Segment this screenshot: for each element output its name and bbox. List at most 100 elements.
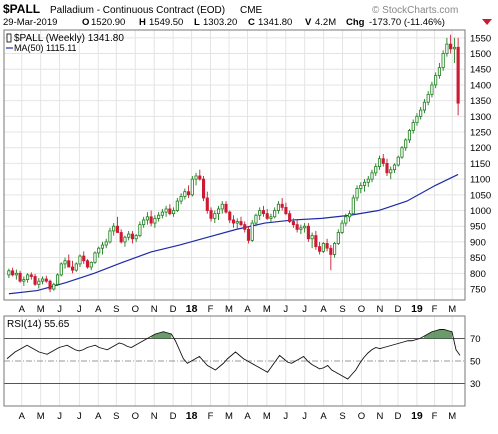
rsi-month-label: O: [358, 411, 365, 422]
rsi-month-label: M: [263, 411, 271, 422]
main-month-label: J: [77, 304, 82, 315]
price-tick-label: 750: [470, 285, 486, 296]
candle-layer: [7, 34, 460, 293]
candle-body: [377, 158, 382, 167]
candle-body: [112, 225, 116, 232]
candle-body: [318, 246, 322, 252]
candle-body: [201, 178, 206, 199]
candle-body: [134, 235, 138, 240]
symbol-title: $PALL: [3, 2, 40, 16]
candle-body: [100, 244, 105, 249]
candle-body: [149, 216, 153, 224]
volume-value: 4.2M: [315, 17, 336, 28]
price-tick-label: 1000: [470, 206, 491, 217]
candle-body: [381, 158, 385, 164]
candle-body: [422, 101, 426, 111]
candle-body: [261, 210, 266, 215]
candle-body: [276, 203, 280, 211]
candle-body: [370, 172, 374, 180]
price-legend: $PALL (Weekly) 1341.80 MA(50) 1115.11: [6, 33, 124, 53]
legend-price: $PALL (Weekly) 1341.80: [14, 33, 124, 44]
high-label: H: [139, 17, 146, 28]
candle-body: [291, 221, 295, 226]
price-tick-label: 1500: [470, 49, 491, 60]
candle-body: [97, 247, 101, 254]
main-month-label: J: [57, 304, 62, 315]
price-tick-label: 1100: [470, 175, 490, 186]
candle-body: [104, 241, 108, 246]
close-value: 1341.80: [258, 17, 292, 28]
candle-body: [306, 225, 310, 240]
high-value: 1549.50: [149, 17, 183, 28]
exchange-label: CME: [240, 5, 263, 16]
main-month-label: O: [132, 304, 139, 315]
price-tick-label: 800: [470, 269, 486, 280]
ma50-line: [8, 173, 459, 295]
close-label: C: [248, 17, 255, 28]
main-month-label: M: [263, 304, 271, 315]
candle-body: [22, 279, 26, 282]
candle-body: [14, 272, 18, 276]
candle-body: [347, 213, 352, 218]
rsi-month-label: J: [302, 411, 307, 422]
candle-body: [108, 230, 112, 243]
candle-body: [254, 214, 258, 224]
candle-body: [310, 235, 314, 240]
candle-body: [205, 197, 209, 211]
open-value: 1520.90: [91, 17, 125, 28]
candle-body: [231, 219, 236, 224]
candle-body: [269, 216, 273, 219]
x-axis-rsi: A M J J A S O N D 18 F M A M J J A S O N D 19 F M: [19, 410, 457, 422]
main-month-label: F: [432, 304, 438, 315]
candle-body: [82, 255, 86, 262]
candle-body: [190, 178, 194, 196]
candle-body: [411, 122, 415, 131]
candle-body: [127, 233, 131, 238]
candle-body: [359, 185, 363, 189]
price-tick-label: 1150: [470, 159, 490, 170]
candle-body: [63, 260, 67, 265]
candle-body: [175, 200, 179, 211]
candle-body: [321, 243, 325, 252]
candle-body: [400, 147, 404, 158]
candle-body: [93, 252, 97, 263]
x-axis-main: A M J J A S O N D 18 F M A M J J A S O N D 19 F M: [19, 303, 457, 315]
low-label: L: [194, 17, 200, 28]
rsi-month-label: O: [132, 411, 139, 422]
candle-body: [183, 191, 187, 197]
rsi-month-label: A: [19, 411, 26, 422]
candle-body: [187, 191, 191, 196]
rsi-y-axis: 30 50 70: [470, 334, 481, 390]
main-month-label: O: [358, 304, 365, 315]
rsi-tick-label: 30: [470, 379, 481, 390]
main-month-label: S: [113, 304, 119, 315]
volume-label: V: [305, 17, 312, 28]
price-tick-label: 850: [470, 253, 486, 264]
candle-body: [355, 188, 359, 199]
rsi-overbought-fill: [151, 331, 172, 339]
price-tick-label: 1250: [470, 128, 491, 139]
rsi-month-label: N: [376, 411, 383, 422]
candle-body: [179, 195, 183, 202]
candle-body: [314, 235, 318, 248]
candle-body: [138, 224, 142, 237]
rsi-month-label: M: [225, 411, 233, 422]
candle-body: [385, 163, 389, 174]
rsi-month-label: D: [395, 411, 402, 422]
candle-body: [220, 203, 224, 210]
main-month-label: 19: [411, 303, 423, 315]
main-month-label: J: [302, 304, 307, 315]
candle-body: [434, 75, 438, 86]
candle-body: [123, 236, 127, 243]
candle-body: [239, 221, 243, 226]
candle-body: [26, 274, 30, 280]
candle-body: [366, 178, 370, 183]
rsi-legend: RSI(14) 55.65: [7, 319, 70, 330]
rsi-month-label: J: [283, 411, 288, 422]
rsi-month-label: J: [57, 411, 62, 422]
price-tick-label: 900: [470, 237, 486, 248]
rsi-month-label: S: [113, 411, 119, 422]
candle-body: [404, 139, 408, 149]
